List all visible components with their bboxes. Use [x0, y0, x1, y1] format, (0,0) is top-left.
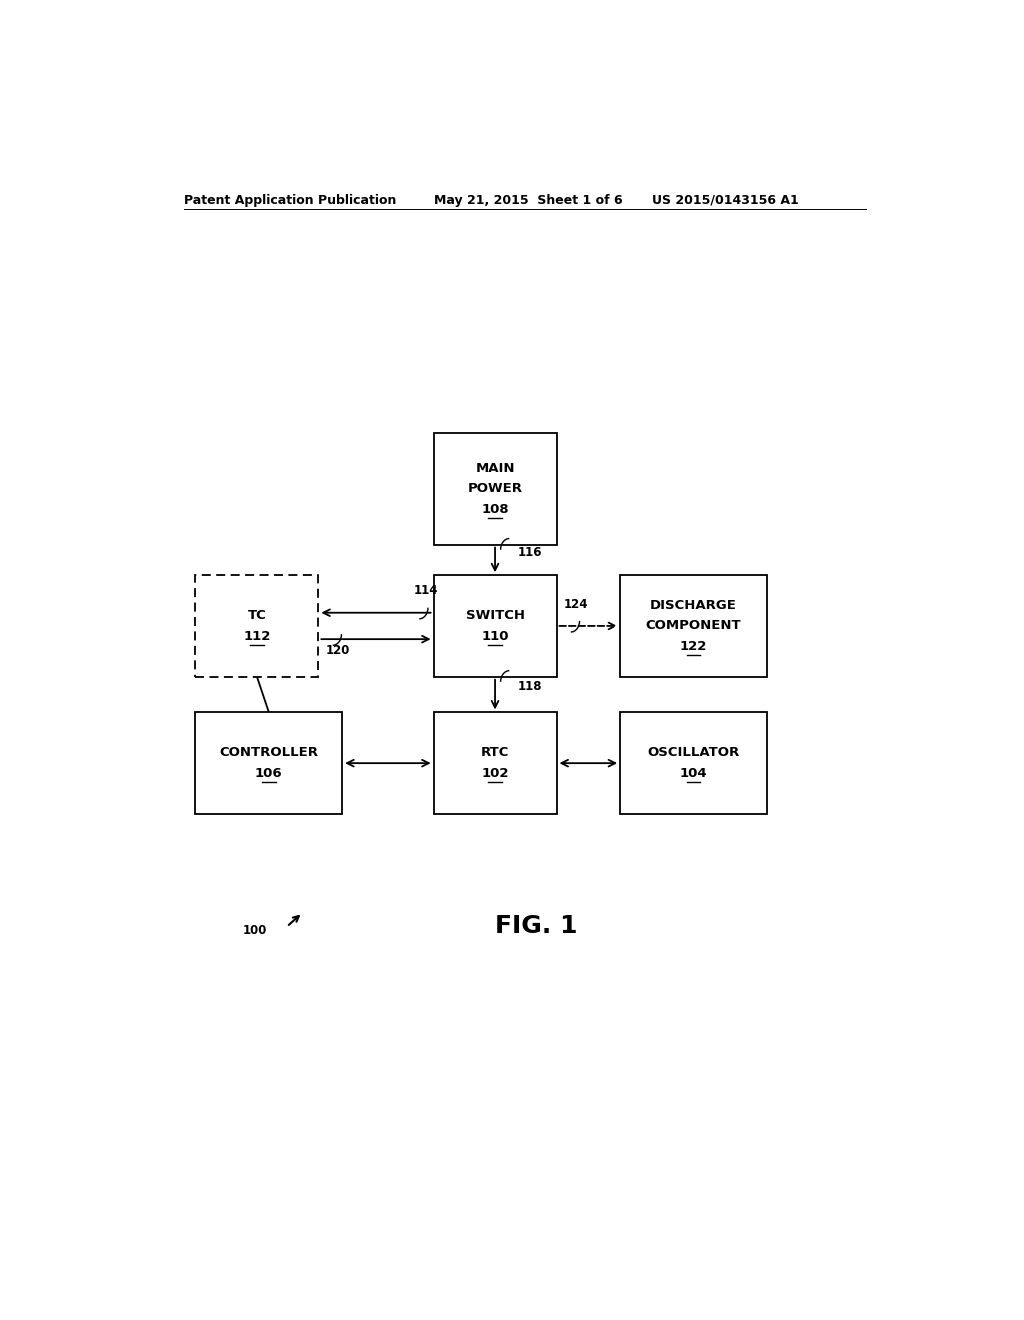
Text: RTC: RTC — [481, 747, 509, 759]
Bar — [620, 576, 767, 677]
Bar — [196, 576, 318, 677]
Text: 110: 110 — [481, 630, 509, 643]
Text: 112: 112 — [244, 630, 270, 643]
Bar — [433, 576, 557, 677]
Text: 108: 108 — [481, 503, 509, 516]
Text: 100: 100 — [243, 924, 267, 937]
Text: 104: 104 — [680, 767, 708, 780]
Text: 118: 118 — [517, 680, 542, 693]
Text: US 2015/0143156 A1: US 2015/0143156 A1 — [652, 194, 799, 207]
Bar — [196, 713, 342, 814]
Text: 120: 120 — [326, 644, 350, 657]
Bar — [620, 713, 767, 814]
Text: MAIN: MAIN — [475, 462, 515, 475]
Text: 106: 106 — [255, 767, 283, 780]
Text: Patent Application Publication: Patent Application Publication — [183, 194, 396, 207]
Bar — [433, 713, 557, 814]
Text: CONTROLLER: CONTROLLER — [219, 747, 318, 759]
Text: 114: 114 — [414, 585, 438, 598]
Text: 122: 122 — [680, 640, 708, 653]
Text: FIG. 1: FIG. 1 — [496, 913, 578, 937]
Text: 124: 124 — [564, 598, 589, 611]
Text: TC: TC — [248, 610, 266, 622]
Text: POWER: POWER — [468, 482, 522, 495]
Bar — [433, 433, 557, 545]
Text: 116: 116 — [517, 546, 542, 560]
Text: DISCHARGE: DISCHARGE — [650, 599, 737, 612]
Text: 102: 102 — [481, 767, 509, 780]
Text: COMPONENT: COMPONENT — [645, 619, 741, 632]
Text: OSCILLATOR: OSCILLATOR — [647, 747, 739, 759]
Text: SWITCH: SWITCH — [466, 610, 524, 622]
Text: May 21, 2015  Sheet 1 of 6: May 21, 2015 Sheet 1 of 6 — [433, 194, 623, 207]
